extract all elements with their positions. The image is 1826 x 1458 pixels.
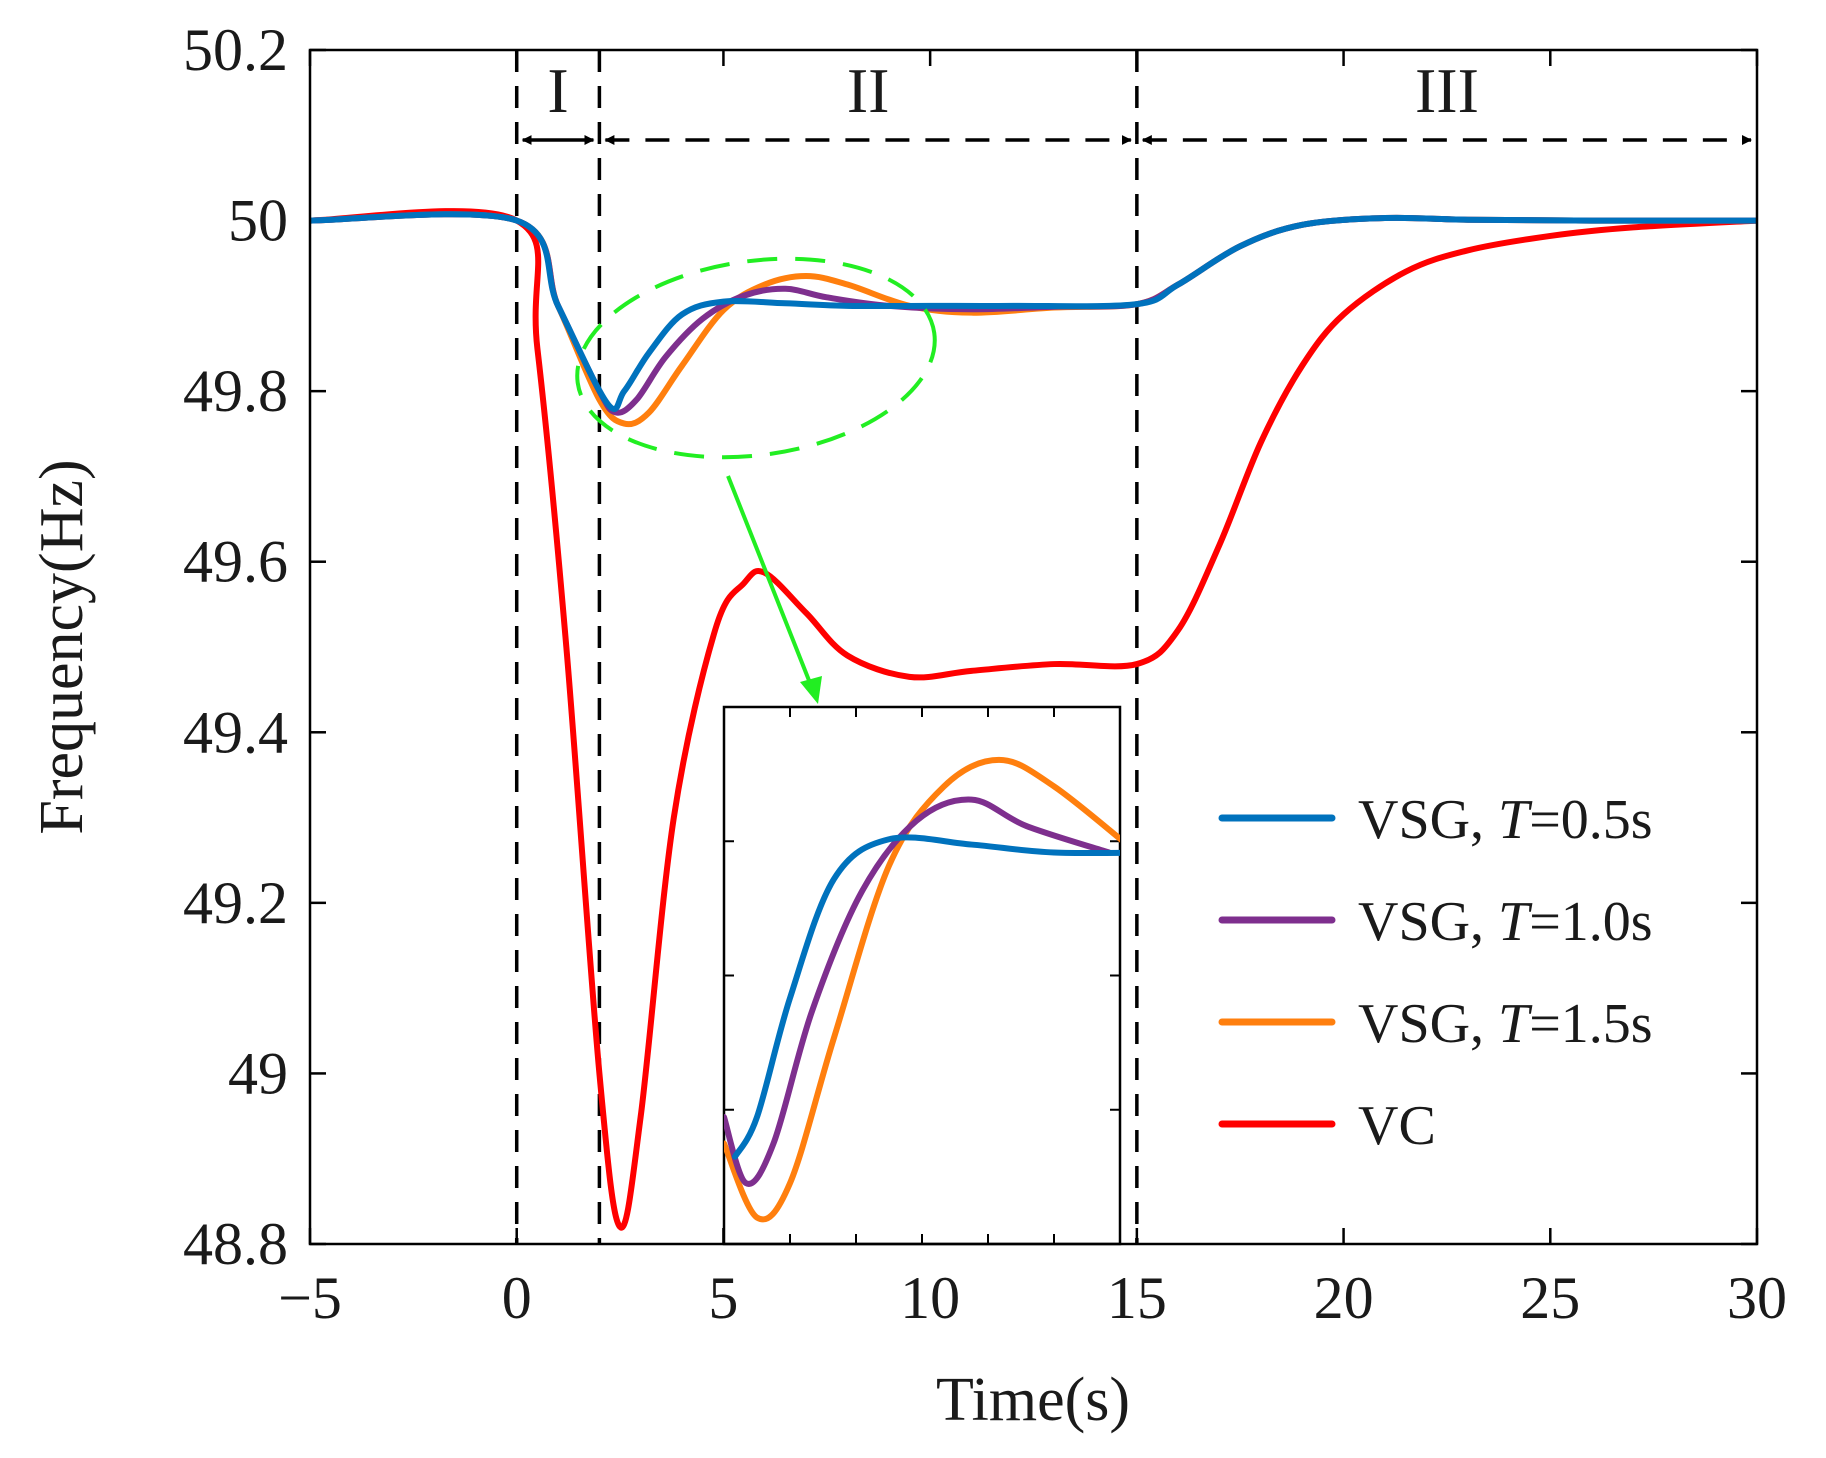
legend: VSG, T=0.5s VSG, T=1.0s VSG, T=1.5s VC — [1218, 789, 1653, 1157]
y-axis-label: Frequency(Hz) — [28, 459, 96, 834]
y-tick-label: 49.8 — [183, 358, 288, 424]
y-tick-label: 49.6 — [183, 529, 288, 595]
y-tick-label: 50 — [228, 188, 288, 254]
series-line — [310, 208, 1757, 1231]
legend-label: VSG, T=0.5s — [1358, 789, 1653, 851]
phase-annotations: I II III — [514, 50, 1752, 1244]
plot-area-frame — [308, 48, 1759, 1246]
x-tick-label: −5 — [278, 1265, 342, 1331]
x-tick-label: 30 — [1727, 1265, 1787, 1331]
x-axis-label: Time(s) — [936, 1366, 1130, 1434]
x-tick-label: 10 — [900, 1265, 960, 1331]
x-tick-label: 5 — [708, 1265, 738, 1331]
series-line — [310, 211, 1757, 416]
phase-label: III — [1415, 55, 1479, 126]
x-tick-label: 25 — [1520, 1265, 1580, 1331]
x-tick-label: 15 — [1107, 1265, 1167, 1331]
x-tick-label: 0 — [502, 1265, 532, 1331]
legend-label: VC — [1358, 1095, 1436, 1157]
zoom-ellipse — [575, 256, 937, 460]
axis-ticks: −5 0 5 10 15 20 25 30 48.8 49 49.2 49.4 49.6 49.8 50 50… — [183, 17, 1787, 1331]
zoom-callout — [575, 256, 937, 704]
x-tick-label: 20 — [1314, 1265, 1374, 1331]
inset-ticks — [724, 707, 1120, 1244]
phase-label: II — [847, 55, 890, 126]
series-line — [310, 211, 1757, 428]
legend-label: VSG, T=1.5s — [1358, 993, 1653, 1055]
y-tick-label: 49.4 — [183, 699, 288, 765]
zoom-connector-arrowhead — [800, 676, 822, 704]
inset-series-lines — [724, 756, 1120, 1223]
y-tick-label: 48.8 — [183, 1211, 288, 1277]
zoom-connector-line — [726, 475, 814, 689]
inset-series-line — [724, 796, 1112, 1187]
y-tick-label: 49.2 — [183, 870, 288, 936]
series-lines — [310, 208, 1757, 1231]
y-tick-label: 50.2 — [183, 17, 288, 83]
phase-label: I — [547, 55, 568, 126]
y-tick-label: 49 — [228, 1040, 288, 1106]
inset-series-line — [732, 834, 1120, 1160]
series-line — [310, 211, 1757, 413]
inset-panel — [722, 705, 1122, 1246]
inset-series-line — [724, 756, 1120, 1223]
legend-label: VSG, T=1.0s — [1358, 891, 1653, 953]
